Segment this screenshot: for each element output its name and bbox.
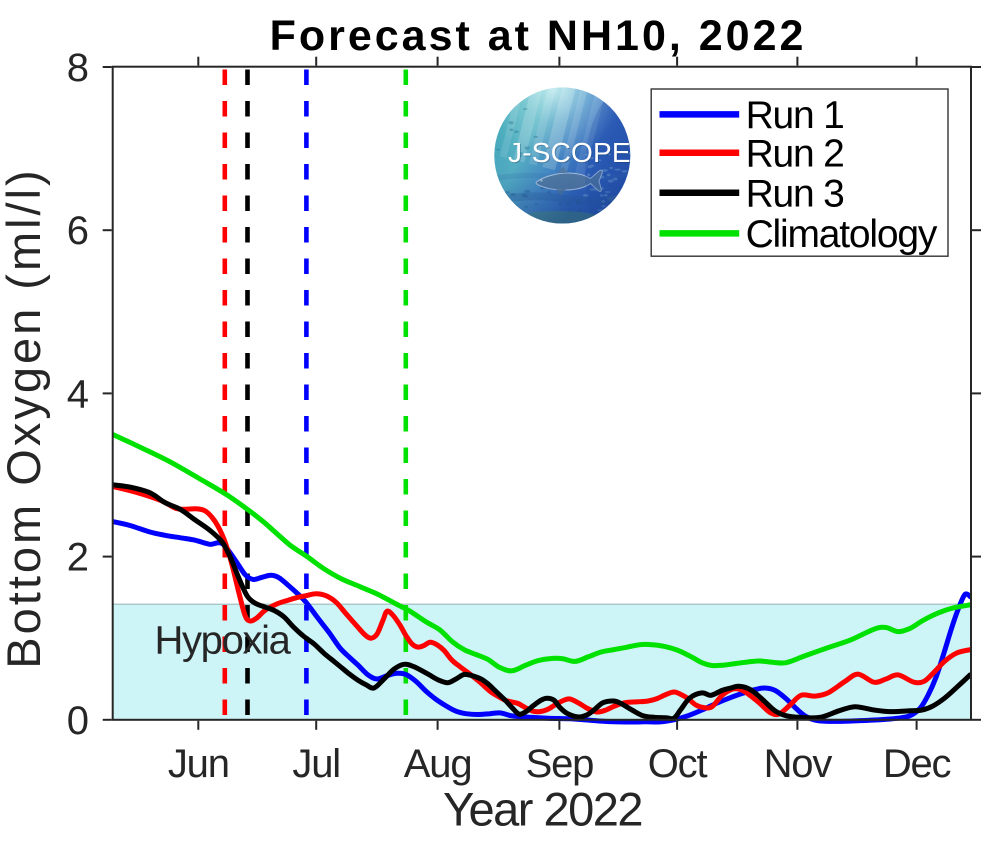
svg-text:Run 2: Run 2 xyxy=(746,132,844,175)
svg-text:Sep: Sep xyxy=(526,742,594,786)
svg-text:Year 2022: Year 2022 xyxy=(443,783,642,836)
svg-text:6: 6 xyxy=(67,209,89,253)
svg-text:Hypoxia: Hypoxia xyxy=(155,619,292,663)
svg-text:Nov: Nov xyxy=(764,742,833,786)
svg-text:8: 8 xyxy=(67,46,89,90)
svg-text:Dec: Dec xyxy=(883,742,951,786)
svg-text:Jun: Jun xyxy=(168,742,229,786)
svg-text:2: 2 xyxy=(67,536,89,580)
svg-text:Bottom Oxygen (ml/l): Bottom Oxygen (ml/l) xyxy=(0,167,50,668)
svg-text:Forecast at NH10, 2022: Forecast at NH10, 2022 xyxy=(270,12,807,60)
svg-text:J-SCOPE: J-SCOPE xyxy=(509,138,632,169)
svg-text:0: 0 xyxy=(67,699,89,743)
svg-text:Aug: Aug xyxy=(404,742,472,786)
svg-text:4: 4 xyxy=(67,372,89,416)
svg-text:Run 1: Run 1 xyxy=(746,94,844,137)
svg-text:Climatology: Climatology xyxy=(746,213,938,256)
svg-text:J-SCOPE: J-SCOPE xyxy=(508,137,631,168)
svg-text:Oct: Oct xyxy=(648,742,708,786)
svg-text:Run 3: Run 3 xyxy=(746,172,844,215)
svg-text:Jul: Jul xyxy=(292,742,340,786)
